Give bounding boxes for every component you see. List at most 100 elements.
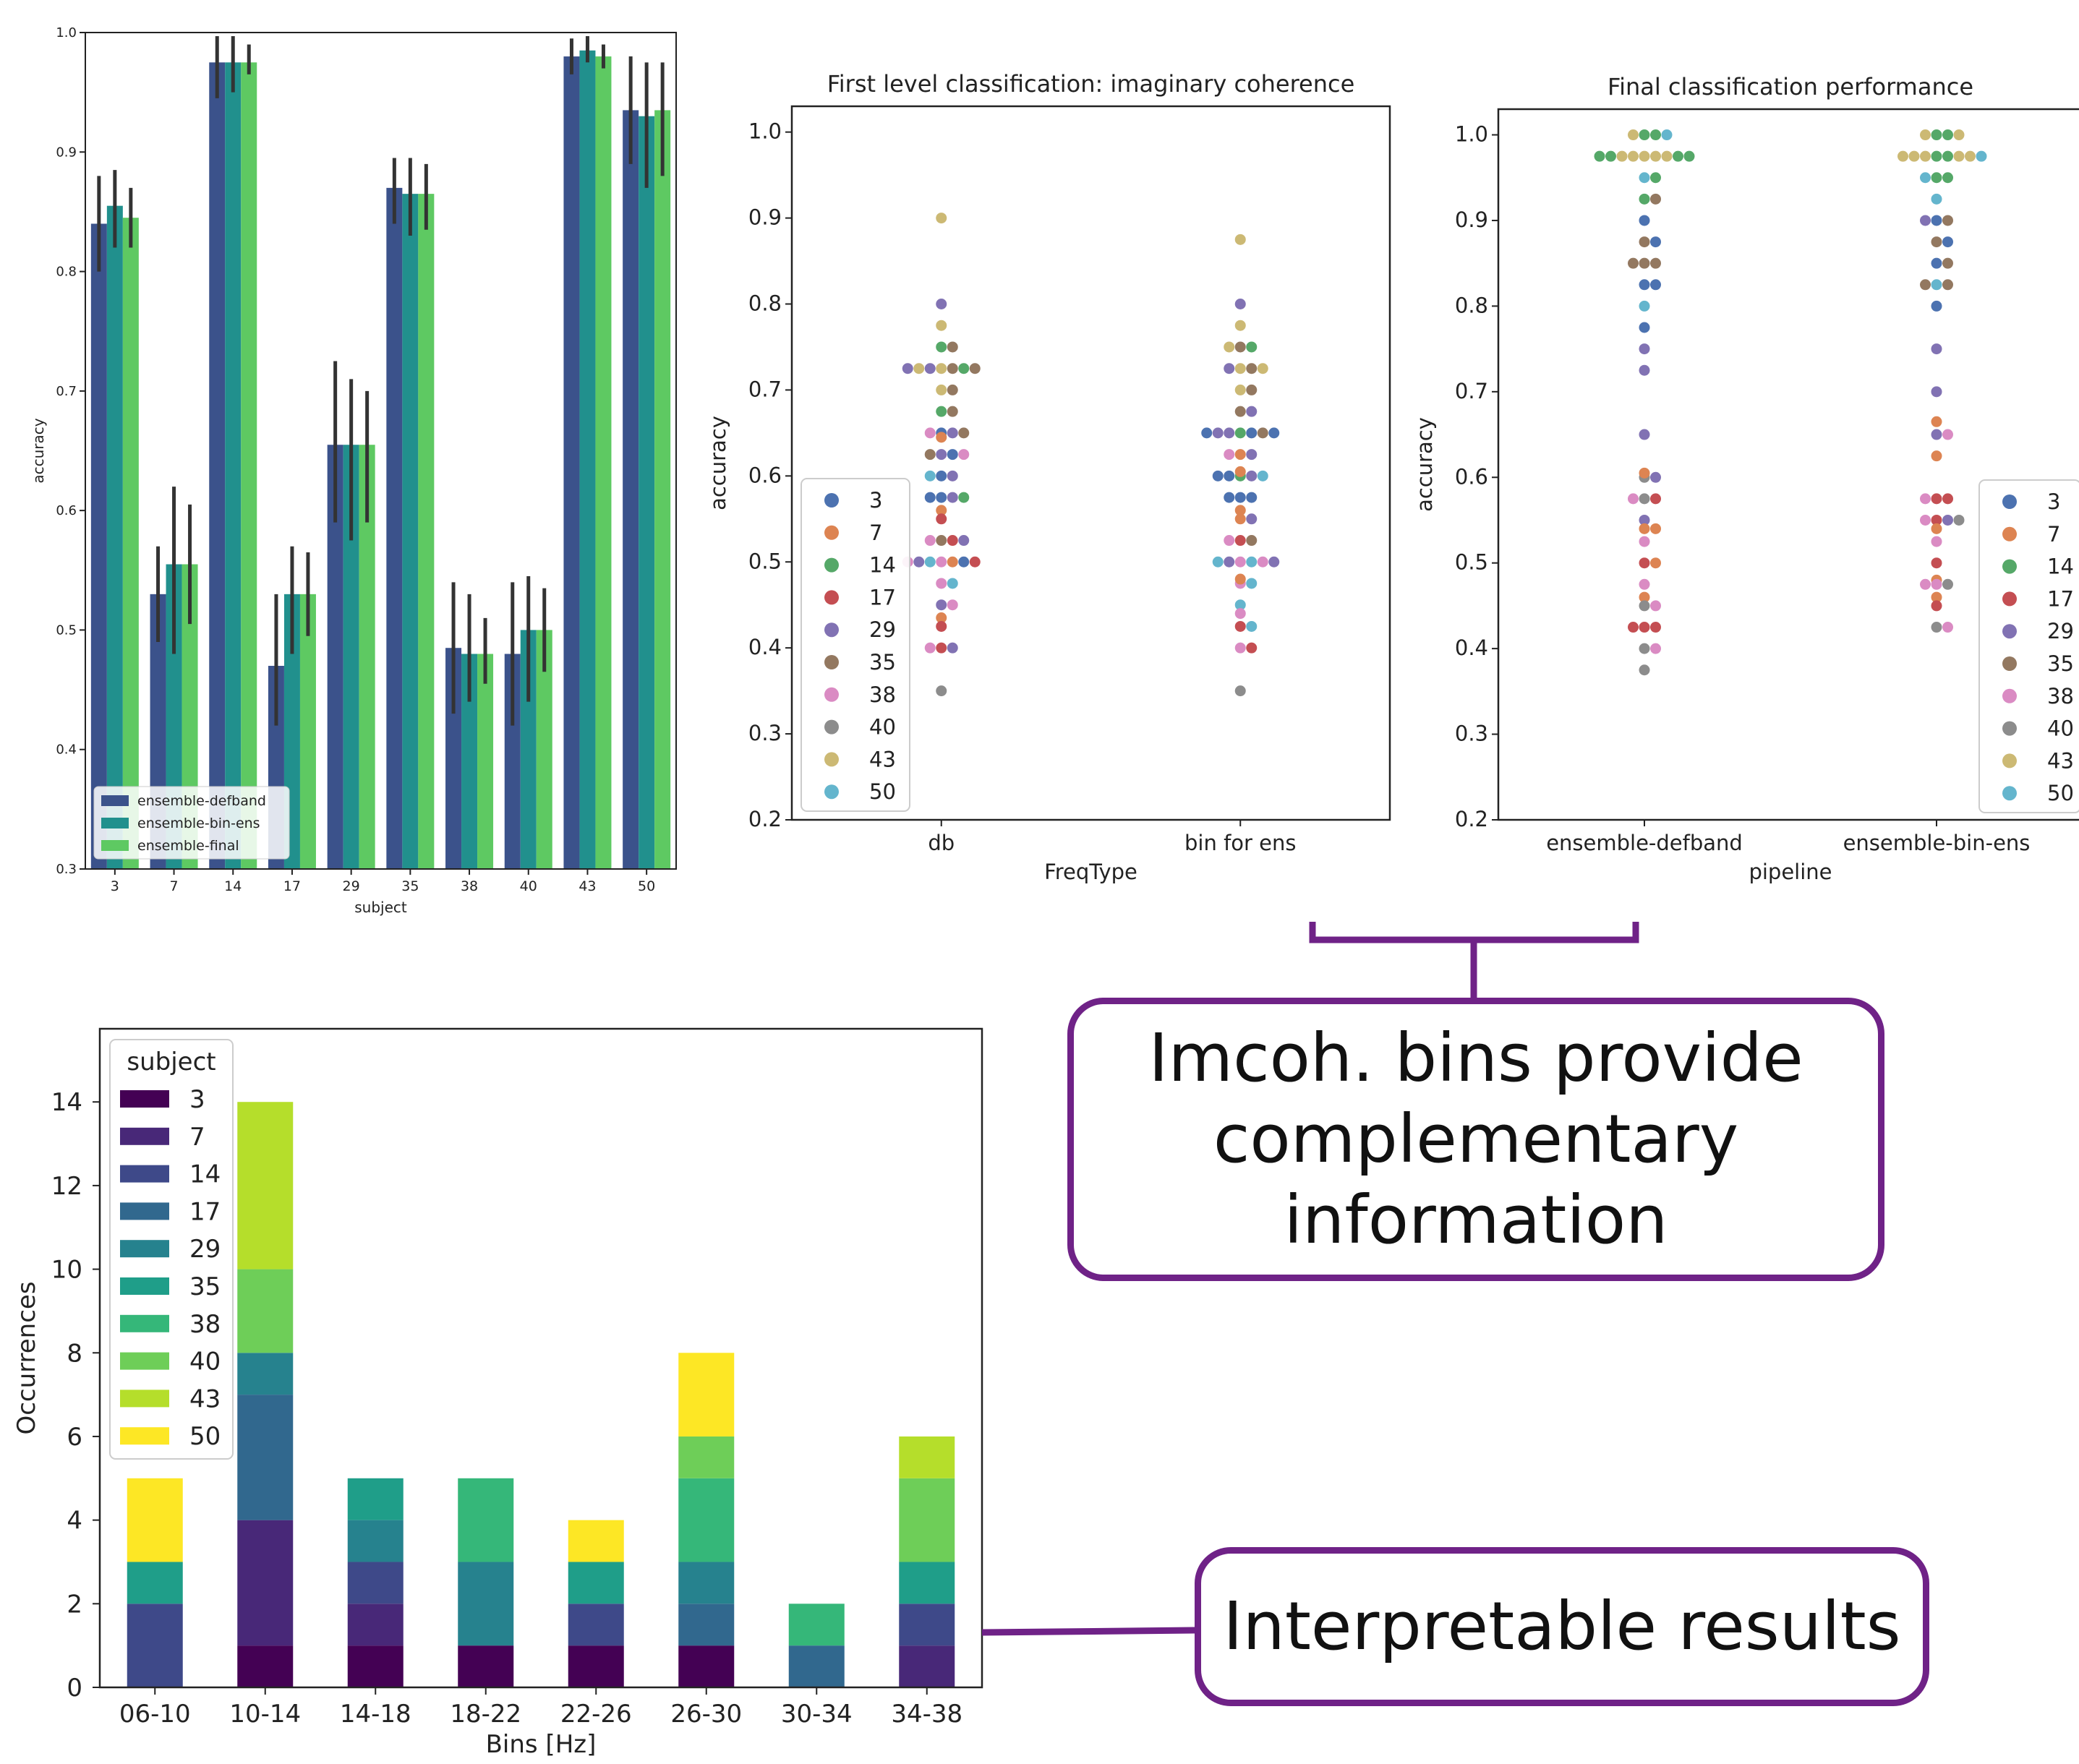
data-point [924,449,936,461]
y-tick-label: 0.3 [56,862,77,877]
data-point [1931,236,1942,248]
data-point [936,406,947,417]
data-point [1605,150,1616,162]
data-point [1920,578,1931,590]
data-point [936,505,947,516]
stacked-segment [237,1102,294,1270]
data-point [936,299,947,310]
y-tick-label: 0.7 [748,377,782,401]
data-point [1931,343,1942,355]
x-tick-label: 18-22 [450,1700,521,1729]
y-tick-label: 0.2 [1455,807,1488,831]
data-point [947,427,958,439]
data-point [1224,449,1235,461]
stacked-segment [678,1478,735,1562]
legend-marker [824,687,839,702]
data-point [936,363,947,374]
y-tick-label: 0.4 [748,635,782,659]
y-tick-label: 0.3 [1455,722,1488,746]
data-point [1234,406,1246,417]
data-point [1234,466,1246,477]
data-point [1920,279,1931,291]
legend-label: 40 [869,715,896,740]
data-point [947,535,958,547]
data-point [1234,608,1246,620]
data-point [1257,470,1268,481]
stacked-segment [899,1478,955,1562]
data-point [1628,257,1639,269]
data-point [1639,557,1650,569]
legend-label: 35 [869,650,896,675]
data-point [1920,150,1931,162]
data-point [1931,622,1942,633]
legend-label: 17 [869,585,896,609]
data-point [1931,215,1942,226]
data-point [1639,129,1650,141]
data-point [936,513,947,525]
data-point [1234,599,1246,611]
data-point [969,363,981,374]
y-tick-label: 0.5 [56,622,77,638]
stacked-segment [788,1645,845,1687]
data-point [924,492,936,503]
bar [654,110,671,870]
data-point [1920,129,1931,141]
y-tick-label: 0.5 [748,549,782,573]
data-point [1234,535,1246,547]
data-point [1212,427,1224,439]
bar [623,110,639,870]
data-point [1639,343,1650,355]
x-tick-label: 40 [520,878,537,894]
data-point [936,578,947,589]
legend-marker [2002,624,2017,639]
bar [639,116,655,870]
x-tick-label: 38 [461,878,478,894]
stacked-segment [237,1353,294,1395]
bar [461,654,478,869]
data-point [947,470,958,481]
stacked-segment [127,1478,183,1562]
data-point [1650,471,1661,483]
data-point [1246,363,1258,374]
data-point [1234,573,1246,585]
data-point [936,470,947,481]
stacked-segment [568,1604,624,1646]
data-point [936,620,947,632]
legend-label: 14 [2047,555,2074,579]
legend-label: 50 [2047,781,2074,805]
data-point [1639,622,1650,633]
legend-swatch [101,795,129,806]
stacked-segment [678,1562,735,1604]
data-point [936,612,947,624]
data-point [1201,427,1213,439]
bar [504,654,521,869]
data-point [1639,493,1650,505]
data-point [947,449,958,461]
y-axis-label: accuracy [1412,417,1437,512]
data-point [947,492,958,503]
legend-label: ensemble-final [137,838,239,854]
data-point [1650,557,1661,569]
data-point [1246,642,1258,654]
legend-label: 17 [189,1197,221,1226]
data-point [936,556,947,568]
stacked-segment [237,1645,294,1687]
interpretable-results-callout: Interpretable results [1195,1547,1929,1706]
data-point [1628,622,1639,633]
y-tick-label: 0.3 [748,721,782,745]
y-tick-label: 0.9 [1455,207,1488,232]
stacked-segment [237,1395,294,1520]
data-point [902,363,913,374]
data-point [1268,427,1280,439]
legend-label: 3 [189,1085,205,1114]
x-tick-label: ensemble-bin-ens [1843,831,2031,855]
callout-connectors [981,922,1639,1636]
legend-marker [824,590,839,605]
data-point [1234,234,1246,245]
legend-marker [2002,721,2017,736]
bar [386,187,403,869]
data-point [958,449,970,461]
data-point [1942,129,1953,141]
y-tick-label: 12 [51,1172,82,1201]
data-point [947,642,958,654]
